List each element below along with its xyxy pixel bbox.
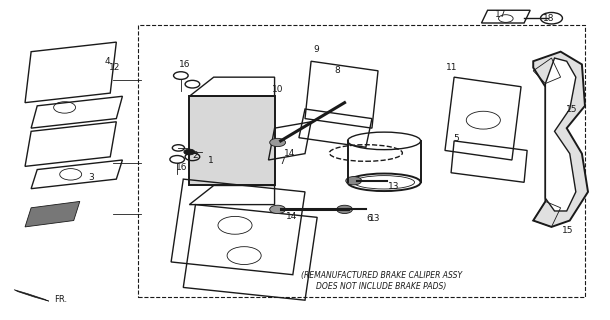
- Text: 2: 2: [193, 151, 198, 160]
- Text: 15: 15: [562, 226, 573, 235]
- Text: (REMANUFACTURED BRAKE CALIPER ASSY
DOES NOT INCLUDE BRAKE PADS): (REMANUFACTURED BRAKE CALIPER ASSY DOES …: [301, 271, 462, 291]
- Text: 13: 13: [387, 182, 399, 191]
- Polygon shape: [533, 52, 588, 227]
- Text: 5: 5: [453, 134, 459, 143]
- Circle shape: [270, 205, 285, 213]
- Text: 15: 15: [566, 105, 577, 114]
- Text: 12: 12: [109, 63, 121, 72]
- Text: 6: 6: [367, 214, 372, 223]
- Text: 11: 11: [446, 63, 458, 72]
- Text: 8: 8: [334, 66, 340, 75]
- Text: 14: 14: [284, 149, 295, 158]
- Circle shape: [346, 177, 362, 185]
- Polygon shape: [189, 96, 274, 186]
- Text: 13: 13: [368, 214, 380, 223]
- Polygon shape: [25, 201, 80, 227]
- Text: 1: 1: [208, 156, 214, 165]
- Text: 16: 16: [176, 163, 187, 172]
- Text: 17: 17: [495, 10, 507, 19]
- Circle shape: [270, 138, 285, 147]
- Text: 4: 4: [104, 57, 110, 66]
- Circle shape: [184, 149, 195, 155]
- Text: 7: 7: [279, 157, 285, 166]
- Text: 3: 3: [88, 173, 94, 182]
- Text: 18: 18: [543, 14, 554, 23]
- Polygon shape: [545, 58, 576, 211]
- Text: 14: 14: [286, 212, 297, 221]
- Text: FR.: FR.: [54, 295, 67, 304]
- Text: 9: 9: [314, 44, 320, 54]
- Text: 10: 10: [272, 85, 284, 94]
- Circle shape: [337, 205, 353, 213]
- Text: 16: 16: [179, 60, 190, 69]
- Polygon shape: [14, 290, 49, 301]
